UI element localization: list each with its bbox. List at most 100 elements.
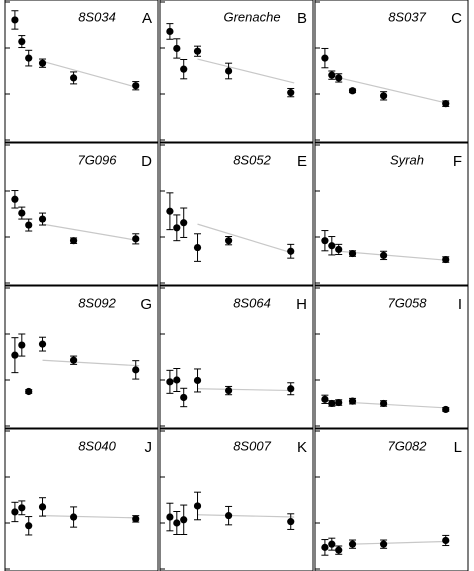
- data-point: [224, 386, 233, 395]
- data-point: [180, 65, 188, 73]
- panel-title: 8S040: [78, 438, 116, 453]
- data-point: [442, 536, 450, 545]
- data-point: [193, 376, 202, 385]
- data-point: [173, 376, 181, 384]
- data-point: [132, 82, 140, 90]
- panel-title: Grenache: [223, 9, 280, 24]
- data-point: [224, 67, 233, 75]
- data-point: [166, 207, 174, 215]
- fit-line: [352, 401, 450, 409]
- fit-line: [42, 515, 140, 519]
- data-point: [287, 518, 295, 526]
- data-point: [11, 508, 19, 516]
- panel-title: 7G082: [387, 438, 427, 453]
- data-point: [25, 221, 33, 229]
- data-point: [348, 87, 357, 95]
- data-point: [18, 504, 26, 512]
- fit-line: [352, 540, 450, 545]
- data-point: [173, 519, 181, 527]
- data-point: [69, 513, 78, 521]
- data-point: [321, 237, 329, 245]
- data-point: [11, 351, 19, 359]
- fit-line: [197, 388, 295, 392]
- fit-line: [197, 223, 295, 255]
- data-point: [132, 515, 140, 523]
- data-point: [38, 340, 47, 348]
- data-point: [166, 27, 174, 36]
- data-point: [166, 513, 174, 521]
- data-point: [379, 399, 388, 408]
- panel-frame: [4, 285, 159, 429]
- panel-title: 8S034: [78, 9, 116, 24]
- data-point: [18, 341, 26, 349]
- data-point: [180, 516, 188, 524]
- data-point: [132, 235, 140, 243]
- data-point: [193, 502, 202, 510]
- fit-line: [331, 75, 450, 105]
- panel-frame: [159, 428, 314, 571]
- data-point: [442, 405, 450, 414]
- data-point: [321, 543, 329, 551]
- data-point: [173, 224, 181, 232]
- data-point: [69, 356, 78, 364]
- panel-letter: D: [141, 153, 152, 170]
- fit-line: [197, 58, 295, 84]
- data-point: [335, 546, 343, 554]
- data-point: [11, 195, 19, 203]
- data-point: [224, 237, 233, 245]
- data-point: [321, 54, 329, 62]
- data-point: [69, 74, 78, 82]
- data-point: [132, 366, 140, 374]
- data-point: [180, 393, 188, 402]
- panel-title: 7G096: [77, 152, 117, 167]
- data-point: [11, 16, 19, 24]
- panel-letter: J: [145, 439, 153, 456]
- data-point: [287, 89, 295, 97]
- panel-frame: [159, 285, 314, 429]
- data-point: [328, 399, 336, 408]
- panel-frame: [4, 142, 159, 286]
- panel-letter: I: [458, 296, 462, 313]
- panel-letter: H: [296, 296, 307, 313]
- data-point: [348, 249, 357, 258]
- data-point: [193, 243, 202, 252]
- panel-frame: [4, 0, 159, 143]
- data-point: [442, 100, 450, 108]
- data-point: [335, 398, 343, 407]
- data-point: [38, 503, 47, 511]
- panel-title: 8S092: [78, 295, 116, 310]
- fit-line: [42, 223, 140, 242]
- data-point: [442, 255, 450, 264]
- data-point: [328, 71, 336, 79]
- data-point: [379, 92, 388, 100]
- data-point: [166, 378, 174, 386]
- data-point: [38, 215, 47, 223]
- data-point: [173, 44, 181, 53]
- panel-letter: L: [454, 439, 462, 456]
- data-point: [379, 540, 388, 548]
- panel-frame: [159, 0, 314, 143]
- data-point: [328, 540, 336, 548]
- data-point: [18, 37, 26, 46]
- panel-letter: K: [297, 439, 307, 456]
- data-point: [69, 237, 78, 245]
- data-point: [321, 395, 329, 403]
- data-point: [328, 242, 336, 250]
- fit-line: [42, 60, 140, 89]
- fit-line: [338, 250, 450, 262]
- data-point: [379, 251, 388, 259]
- panel-title: 8S007: [233, 438, 271, 453]
- panel-title: Syrah: [390, 152, 424, 167]
- data-point: [180, 219, 188, 227]
- panel-frame: [314, 142, 469, 286]
- panel-frame: [314, 285, 469, 429]
- fit-line: [197, 514, 295, 518]
- panel-title: 8S064: [233, 295, 271, 310]
- data-point: [193, 47, 202, 55]
- panel-letter: E: [297, 153, 307, 170]
- data-point: [25, 54, 33, 62]
- panel-frame: [314, 0, 469, 143]
- data-point: [38, 59, 47, 67]
- panel-title: 8S037: [388, 9, 426, 24]
